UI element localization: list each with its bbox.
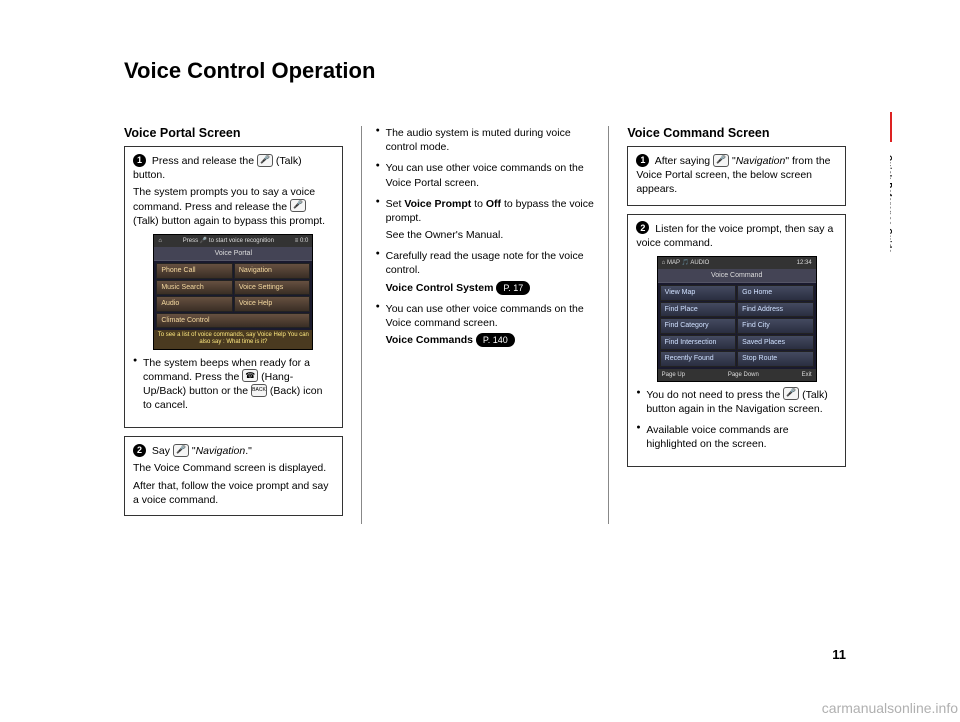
column-voice-command: Voice Command Screen 1 After saying 🎤 "N… (627, 126, 846, 524)
talk-icon: 🎤 (290, 199, 306, 212)
manual-page: Voice Control Operation Voice Portal Scr… (80, 58, 890, 678)
t: You can use other voice commands on the … (386, 303, 584, 329)
ss1-top-left: ⌂ (158, 237, 162, 245)
watermark: carmanualsonline.info (822, 700, 958, 716)
step2-text-d: ." (245, 445, 252, 457)
step2-text-nav: Navigation (196, 445, 246, 457)
t: You do not need to press the (646, 389, 783, 401)
c3-bullet: You do not need to press the 🎤 (Talk) bu… (636, 388, 837, 416)
step-number-1: 1 (133, 154, 146, 167)
note-bullet: The audio system is muted during voice c… (376, 126, 595, 154)
note-bullet: You can use other voice commands on the … (376, 161, 595, 189)
step2-line3: After that, follow the voice prompt and … (133, 479, 334, 507)
step-number-2: 2 (636, 221, 649, 234)
talk-icon: 🎤 (173, 444, 189, 457)
t: to (471, 198, 486, 210)
ss1-btn: Audio (156, 296, 233, 311)
talk-icon: 🎤 (257, 154, 273, 167)
content-columns: Voice Portal Screen 1 Press and release … (80, 126, 890, 524)
step1-text-d: (Talk) button again to bypass this promp… (133, 215, 325, 227)
ss1-btn: Voice Help (234, 296, 311, 311)
talk-icon: 🎤 (783, 387, 799, 400)
ss1-top-right: ≡ 0:0 (295, 237, 309, 245)
ss2-btn: Recently Found (660, 351, 737, 366)
ss1-btn: Navigation (234, 263, 311, 278)
voice-portal-screenshot: ⌂ Press 🎤 to start voice recognition ≡ 0… (153, 234, 313, 350)
talk-icon: 🎤 (713, 154, 729, 167)
page-number: 11 (832, 647, 846, 662)
t: Set (386, 198, 405, 210)
step-number-2: 2 (133, 444, 146, 457)
page-ref: P. 17 (496, 281, 530, 295)
page-ref: P. 140 (476, 333, 515, 347)
ss2-footer: Page Up (662, 371, 685, 379)
step-box-c3-1: 1 After saying 🎤 "Navigation" from the V… (627, 146, 846, 206)
ss2-btn: Find Address (737, 302, 814, 317)
step1-text-c: The system prompts you to say a voice co… (133, 186, 315, 212)
voice-command-screenshot: ⌂ MAP 🎵 AUDIO 12:34 Voice Command View M… (657, 256, 817, 382)
note-bullet: Set Voice Prompt to Off to bypass the vo… (376, 197, 595, 243)
ss1-btn: Music Search (156, 280, 233, 295)
t: Navigation (736, 155, 786, 167)
step1-text-a: Press and release the (152, 155, 257, 167)
ss2-footer: Exit (802, 371, 812, 379)
ss2-btn: Find Place (660, 302, 737, 317)
ss1-btn: Phone Call (156, 263, 233, 278)
ss1-top-mid: Press 🎤 to start voice recognition (183, 237, 274, 245)
t: Listen for the voice prompt, then say a … (636, 223, 833, 249)
sub-note: See the Owner's Manual. (386, 228, 595, 242)
ss1-hint: To see a list of voice commands, say Voi… (154, 330, 312, 348)
t: Carefully read the usage note for the vo… (386, 250, 584, 276)
ss2-btn: View Map (660, 285, 737, 300)
ref-label: Voice Commands (386, 334, 473, 346)
step-box-1: 1 Press and release the 🎤 (Talk) button.… (124, 146, 343, 428)
ss2-title: Voice Command (658, 269, 816, 283)
ref-label: Voice Control System (386, 282, 494, 294)
step1-bullet: The system beeps when ready for a comman… (133, 356, 334, 413)
step-box-2: 2 Say 🎤 "Navigation." The Voice Command … (124, 436, 343, 516)
ss1-title: Voice Portal (154, 247, 312, 261)
hangup-icon: ☎ (242, 369, 258, 382)
ss2-top-left: ⌂ MAP 🎵 AUDIO (662, 259, 710, 267)
t: After saying (655, 155, 713, 167)
column-notes: The audio system is muted during voice c… (361, 126, 610, 524)
note-bullet: You can use other voice commands on the … (376, 302, 595, 348)
ss2-btn: Saved Places (737, 335, 814, 350)
ss2-btn: Find Intersection (660, 335, 737, 350)
step2-text-a: Say (152, 445, 173, 457)
ss2-btn: Find City (737, 318, 814, 333)
c3-bullet: Available voice commands are highlighted… (636, 423, 837, 451)
ss2-btn: Go Home (737, 285, 814, 300)
step-box-c3-2: 2 Listen for the voice prompt, then say … (627, 214, 846, 468)
page-title: Voice Control Operation (124, 58, 890, 84)
t: Voice Prompt (404, 198, 471, 210)
ss1-btn: Voice Settings (234, 280, 311, 295)
step2-line2: The Voice Command screen is displayed. (133, 461, 334, 475)
back-icon: BACK (251, 384, 267, 397)
ss2-btn: Stop Route (737, 351, 814, 366)
t: Off (486, 198, 501, 210)
heading-voice-command: Voice Command Screen (627, 126, 846, 140)
heading-voice-portal: Voice Portal Screen (124, 126, 343, 140)
ss2-btn: Find Category (660, 318, 737, 333)
ss2-top-right: 12:34 (797, 259, 812, 267)
ss1-btn: Climate Control (156, 313, 310, 328)
column-voice-portal: Voice Portal Screen 1 Press and release … (124, 126, 343, 524)
step-number-1: 1 (636, 154, 649, 167)
note-bullet: Carefully read the usage note for the vo… (376, 249, 595, 295)
ss2-footer: Page Down (728, 371, 759, 379)
